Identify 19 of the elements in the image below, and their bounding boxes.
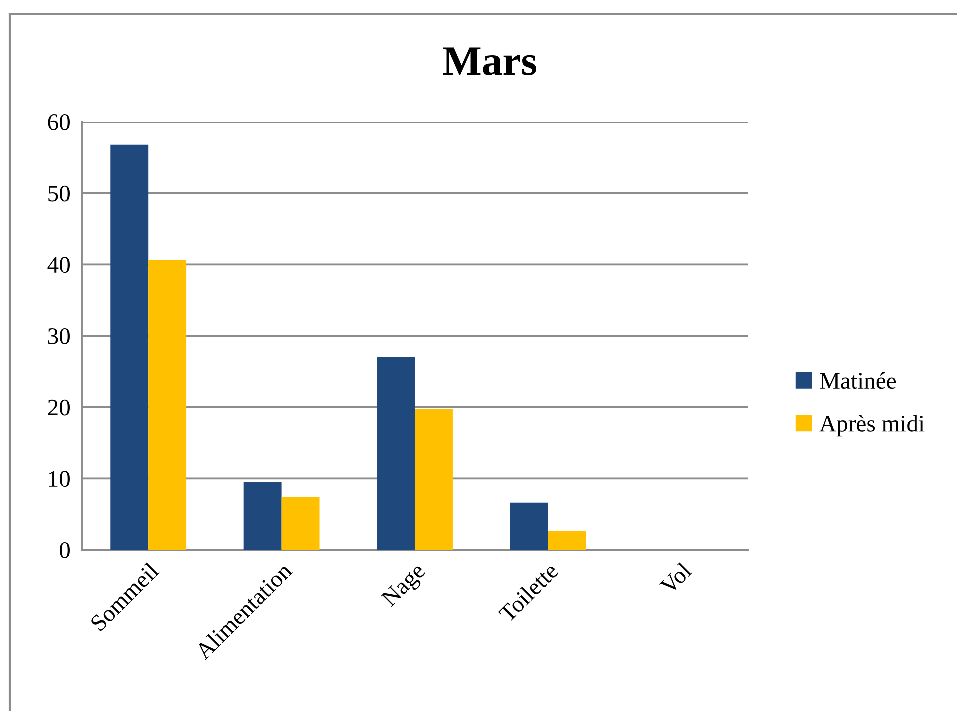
bar bbox=[110, 144, 149, 550]
y-tick-label: 60 bbox=[48, 114, 70, 130]
chart-title: Mars bbox=[443, 48, 536, 76]
bar bbox=[244, 482, 282, 550]
y-tick-label: 20 bbox=[48, 400, 70, 416]
y-tick-label: 10 bbox=[49, 471, 70, 488]
x-tick-label: Vol bbox=[658, 561, 693, 596]
bar bbox=[282, 497, 320, 550]
y-tick-label: 0 bbox=[60, 542, 70, 558]
legend-label: Après midi bbox=[820, 415, 925, 437]
y-tick-label: 40 bbox=[48, 257, 70, 274]
y-tick-label: 30 bbox=[48, 328, 70, 344]
bar bbox=[377, 357, 415, 550]
legend-label: Matinée bbox=[820, 372, 896, 390]
bar bbox=[148, 260, 187, 550]
bar bbox=[548, 531, 586, 550]
y-tick-label: 50 bbox=[48, 186, 70, 202]
bar bbox=[510, 502, 548, 550]
bar bbox=[415, 409, 453, 550]
